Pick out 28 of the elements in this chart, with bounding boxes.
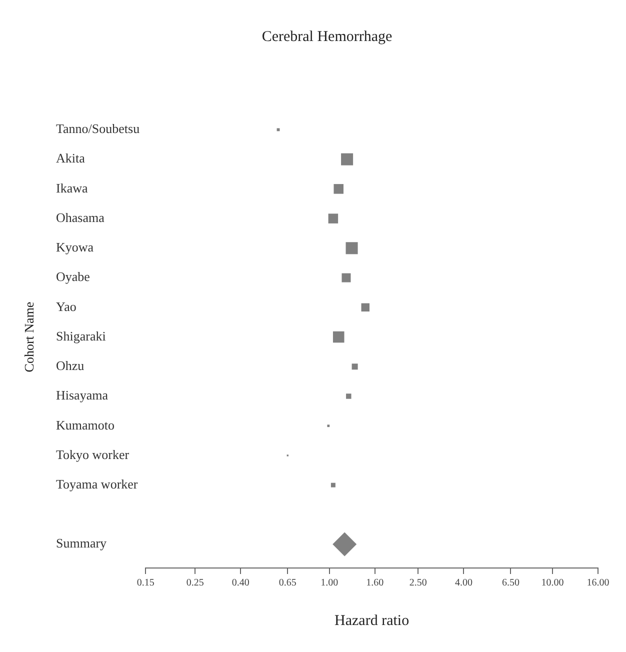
x-tick-label: 2.50 — [409, 578, 427, 589]
chart-title: Cerebral Hemorrhage — [262, 28, 393, 45]
y-tick-label: Hisayama — [56, 388, 108, 403]
x-tick-label: 0.40 — [232, 578, 250, 589]
x-tick-label: 10.00 — [541, 578, 564, 589]
y-tick-label: Kyowa — [56, 240, 94, 255]
x-axis-title: Hazard ratio — [334, 612, 410, 629]
x-tick-label: 0.25 — [186, 578, 204, 589]
x-tick-label: 16.00 — [586, 578, 610, 589]
y-tick-label: Ohzu — [56, 358, 85, 374]
x-tick-label: 6.50 — [502, 578, 520, 589]
y-tick-label: Oyabe — [56, 269, 90, 284]
y-tick-label: Kumamoto — [56, 417, 114, 432]
x-tick-label: 0.65 — [278, 578, 296, 589]
y-tick-label: Ikawa — [56, 180, 88, 196]
y-tick-label: Shigaraki — [56, 328, 106, 344]
y-tick-label: Ohasama — [56, 210, 105, 225]
x-tick-label: 1.60 — [366, 578, 384, 589]
y-tick-label: Tanno/Soubetsu — [56, 121, 140, 136]
y-axis-title: Cohort Name — [21, 302, 36, 372]
y-tick-label: Akita — [56, 150, 86, 166]
x-tick-label: 1.00 — [320, 578, 338, 589]
y-tick-label: Toyama worker — [56, 476, 138, 492]
x-tick-label: 0.15 — [136, 578, 154, 589]
y-tick-label: Summary — [56, 536, 108, 551]
x-tick-label: 4.00 — [454, 578, 472, 589]
y-tick-label: Yao — [56, 298, 76, 314]
y-tick-label: Tokyo worker — [56, 446, 130, 462]
